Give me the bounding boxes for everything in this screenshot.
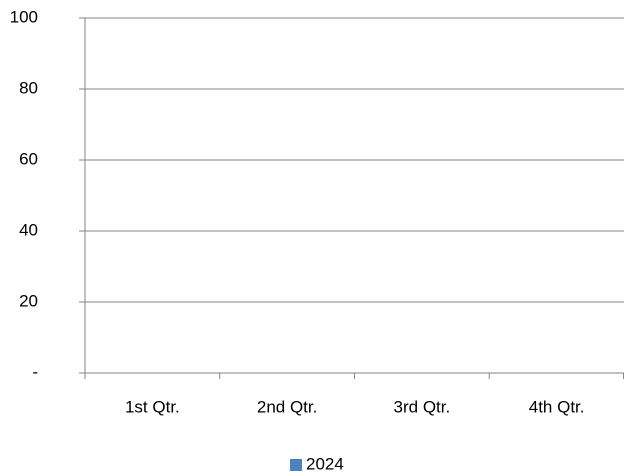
y-tick-label: 80 xyxy=(19,78,38,97)
x-tick-label: 1st Qtr. xyxy=(125,397,180,416)
legend-label: 2024 xyxy=(306,454,344,473)
x-tick-label: 3rd Qtr. xyxy=(394,397,451,416)
legend-swatch xyxy=(290,459,302,471)
x-tick-label: 4th Qtr. xyxy=(529,397,585,416)
y-tick-label: 60 xyxy=(19,149,38,168)
y-tick-label: 100 xyxy=(10,7,38,26)
y-tick-label: - xyxy=(32,362,38,381)
y-tick-label: 40 xyxy=(19,220,38,239)
x-tick-label: 2nd Qtr. xyxy=(257,397,317,416)
y-tick-label: 20 xyxy=(19,291,38,310)
